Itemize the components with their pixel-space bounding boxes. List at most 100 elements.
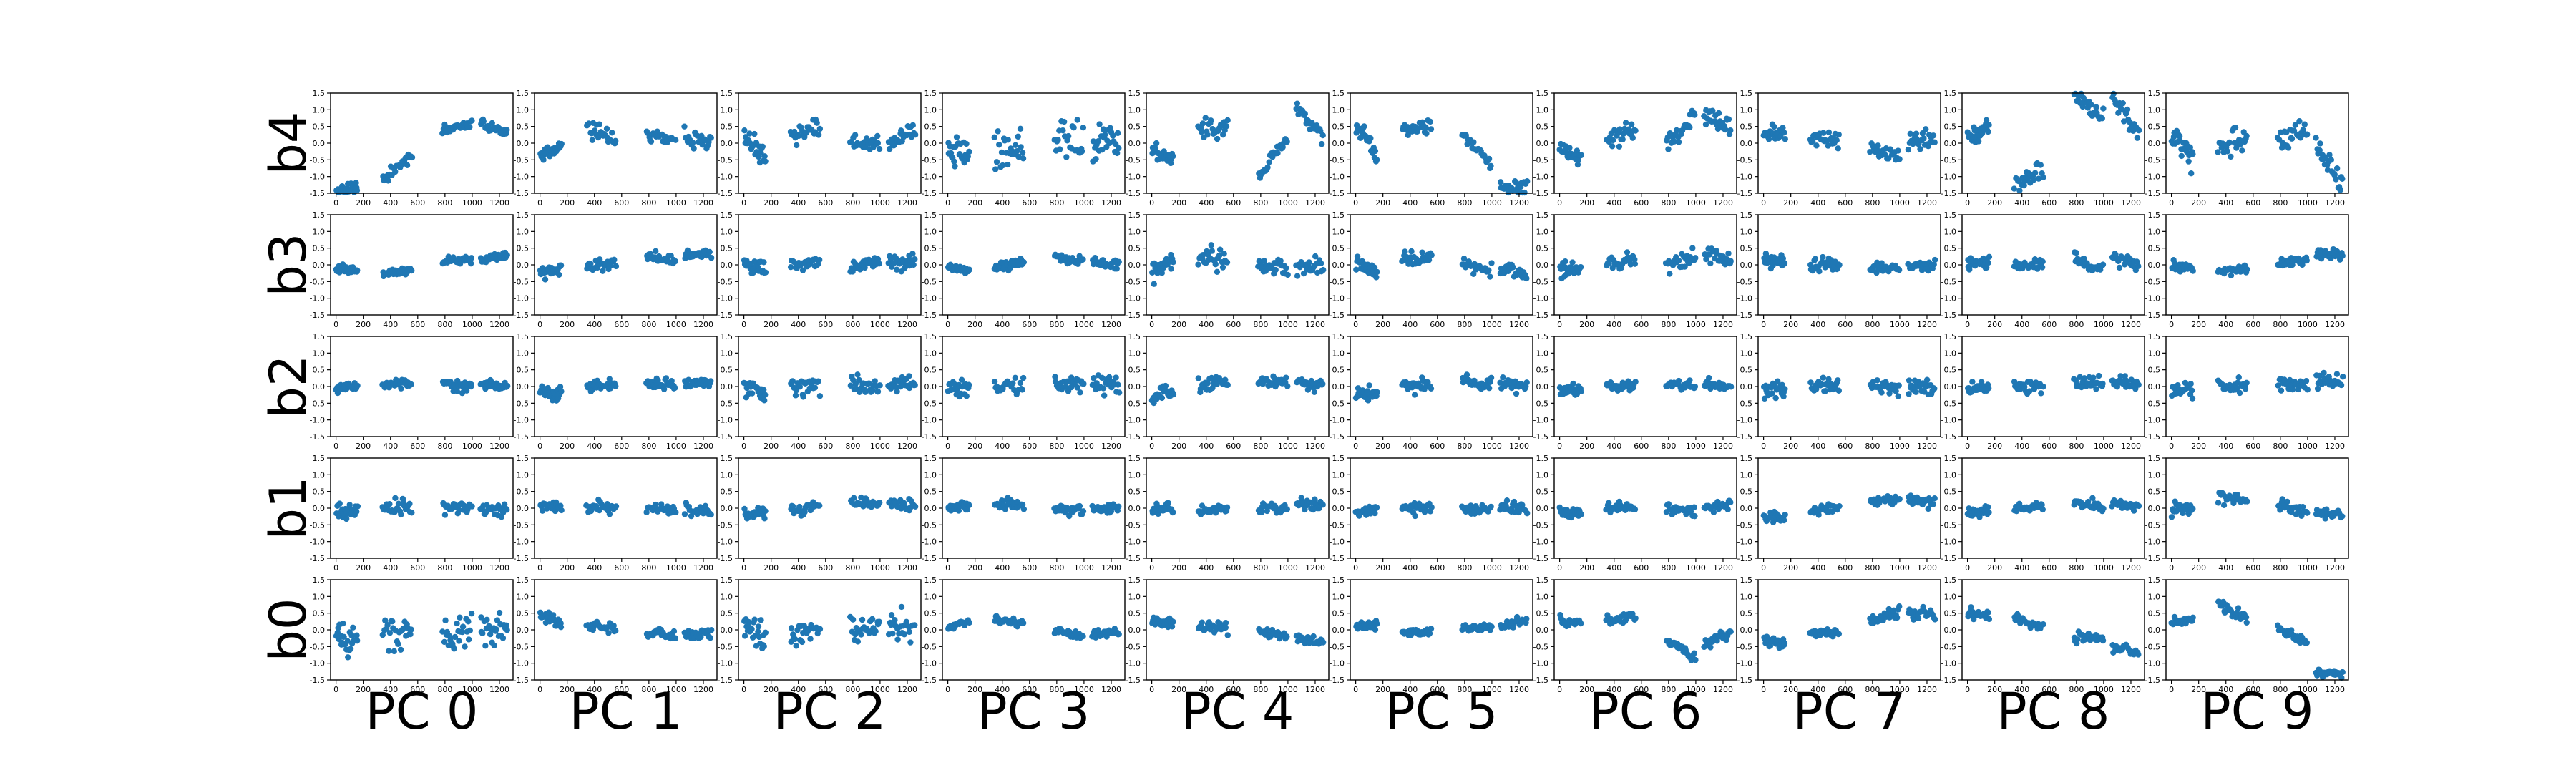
data-point: [1833, 137, 1840, 144]
x-tick-label: 600: [1430, 198, 1445, 208]
x-tick-label: 400: [1402, 320, 1418, 329]
data-point: [467, 260, 474, 267]
data-point: [1114, 130, 1121, 137]
data-point: [993, 159, 1000, 165]
data-point: [2190, 268, 2196, 274]
data-point: [1373, 504, 1380, 511]
data-points: [741, 116, 919, 166]
y-tick-label: 1.0: [1536, 349, 1549, 358]
data-point: [1259, 509, 1265, 515]
x-tick-label: 1000: [1074, 563, 1094, 573]
data-point: [1116, 145, 1122, 152]
data-point: [1624, 249, 1631, 256]
y-tick-label: 0.0: [721, 139, 733, 148]
x-tick-label: 800: [2069, 198, 2084, 208]
data-point: [1168, 266, 1174, 272]
y-tick-label: -1.5: [310, 432, 325, 442]
data-point: [1077, 389, 1083, 396]
data-point: [1727, 499, 1734, 506]
data-point: [1428, 385, 1435, 392]
scatter-panel: 0 200 400 600 800 1000 1200 -1.5 -1.0 -0.5 0.0 0.5 1…: [1737, 89, 1941, 208]
y-tick-label: -1.0: [718, 294, 733, 303]
y-tick-label: 0.5: [2148, 366, 2161, 375]
data-point: [1931, 385, 1938, 392]
y-tick-label: 1.0: [721, 470, 733, 480]
x-tick-label: 1000: [1686, 442, 1706, 451]
y-tick-label: -1.0: [310, 294, 325, 303]
y-tick-label: -1.0: [1941, 172, 1956, 182]
data-point: [1562, 258, 1568, 265]
x-tick-label: 0: [2169, 442, 2174, 451]
y-tick-label: -1.0: [1533, 172, 1548, 182]
axes-frame: [1961, 92, 2145, 194]
x-tick-label: 1000: [1482, 320, 1502, 329]
data-point: [1060, 127, 1066, 134]
x-tick-label: 1200: [2325, 442, 2345, 451]
x-tick-label: 1200: [1917, 442, 1937, 451]
y-tick-label: 0.0: [1128, 504, 1141, 513]
y-tick-label: -1.5: [1126, 432, 1141, 442]
data-points: [741, 251, 918, 276]
y-tick-label: 0.0: [924, 504, 937, 513]
row-title: b4: [259, 112, 318, 175]
y-tick-label: -1.5: [1941, 432, 1956, 442]
x-tick-label: 400: [587, 442, 602, 451]
axes-frame: [1146, 336, 1330, 437]
y-tick-label: 1.5: [1536, 332, 1549, 341]
x-tick-label: 0: [1149, 320, 1154, 329]
data-point: [792, 392, 799, 399]
data-point: [611, 256, 618, 263]
data-point: [480, 118, 487, 125]
y-tick-label: 1.0: [313, 227, 326, 236]
x-tick-label: 600: [1838, 198, 1853, 208]
y-tick-label: 0.0: [1332, 504, 1345, 513]
y-tick-label: -1.5: [922, 311, 937, 320]
data-point: [1095, 138, 1102, 145]
data-point: [1266, 159, 1272, 165]
data-point: [1019, 150, 1026, 156]
y-tick-label: 0.5: [924, 122, 937, 132]
x-tick-label: 0: [945, 442, 950, 451]
y-tick-label: 0.0: [721, 504, 733, 513]
data-point: [1115, 381, 1121, 388]
data-points: [537, 496, 714, 520]
data-point: [406, 500, 413, 507]
data-point: [1578, 263, 1584, 271]
y-tick-label: 1.0: [1332, 470, 1345, 480]
x-tick-label: 400: [383, 198, 398, 208]
x-tick-label: 200: [1783, 320, 1798, 329]
y-tick-label: 0.0: [1332, 382, 1345, 392]
data-point: [1317, 260, 1324, 267]
data-point: [2232, 125, 2239, 131]
y-tick-label: -1.0: [718, 538, 733, 547]
y-tick-label: -1.0: [1737, 294, 1752, 303]
x-tick-label: 400: [587, 320, 602, 329]
data-point: [1170, 391, 1177, 398]
data-point: [1427, 118, 1434, 125]
data-point: [1675, 139, 1682, 145]
x-tick-label: 1000: [1890, 320, 1910, 329]
x-tick-label: 600: [1634, 198, 1649, 208]
x-tick-label: 1000: [2094, 442, 2114, 451]
x-tick-label: 1200: [897, 563, 917, 573]
x-tick-label: 0: [945, 198, 950, 208]
column-title: PC 5: [1385, 682, 1498, 741]
data-point: [992, 166, 999, 172]
data-point: [468, 255, 475, 261]
data-point: [1874, 377, 1880, 384]
data-point: [2235, 374, 2242, 381]
data-points: [945, 251, 1122, 276]
data-point: [2116, 264, 2123, 271]
data-point: [1895, 147, 1901, 154]
data-point: [1675, 257, 1682, 264]
data-point: [1319, 381, 1326, 387]
data-point: [1616, 126, 1623, 132]
x-tick-label: 800: [1457, 563, 1472, 573]
data-point: [2038, 390, 2044, 397]
x-tick-label: 200: [356, 198, 371, 208]
y-tick-label: 0.0: [1536, 382, 1549, 392]
data-point: [1905, 146, 1912, 153]
data-point: [1985, 385, 1992, 392]
x-tick-label: 200: [1987, 320, 2002, 329]
data-point: [2321, 369, 2327, 376]
